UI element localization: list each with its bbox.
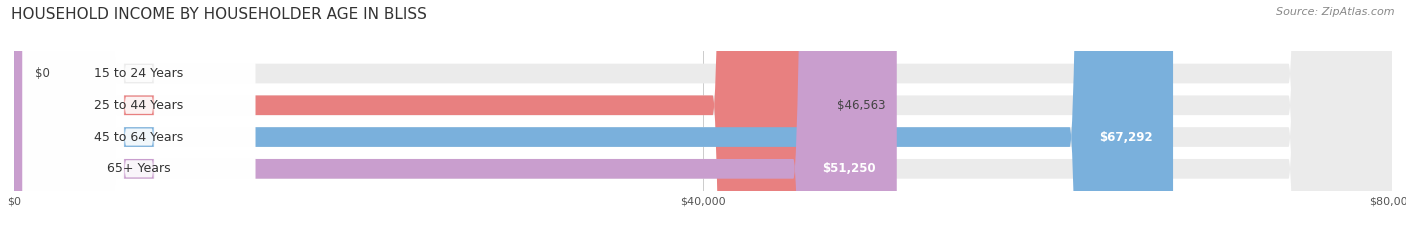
Text: $51,250: $51,250 [823,162,876,175]
Text: $67,292: $67,292 [1098,130,1153,144]
Text: Source: ZipAtlas.com: Source: ZipAtlas.com [1277,7,1395,17]
FancyBboxPatch shape [14,0,1392,233]
FancyBboxPatch shape [14,0,1392,233]
FancyBboxPatch shape [22,0,256,233]
Text: 25 to 44 Years: 25 to 44 Years [94,99,184,112]
Text: $0: $0 [35,67,49,80]
Text: 45 to 64 Years: 45 to 64 Years [94,130,184,144]
FancyBboxPatch shape [22,0,256,233]
FancyBboxPatch shape [14,0,1173,233]
FancyBboxPatch shape [22,0,256,233]
FancyBboxPatch shape [14,0,1392,233]
FancyBboxPatch shape [22,0,256,233]
Text: 65+ Years: 65+ Years [107,162,170,175]
FancyBboxPatch shape [14,0,897,233]
Text: $46,563: $46,563 [837,99,886,112]
Text: 15 to 24 Years: 15 to 24 Years [94,67,184,80]
FancyBboxPatch shape [14,0,1392,233]
FancyBboxPatch shape [14,0,815,233]
Text: HOUSEHOLD INCOME BY HOUSEHOLDER AGE IN BLISS: HOUSEHOLD INCOME BY HOUSEHOLDER AGE IN B… [11,7,427,22]
